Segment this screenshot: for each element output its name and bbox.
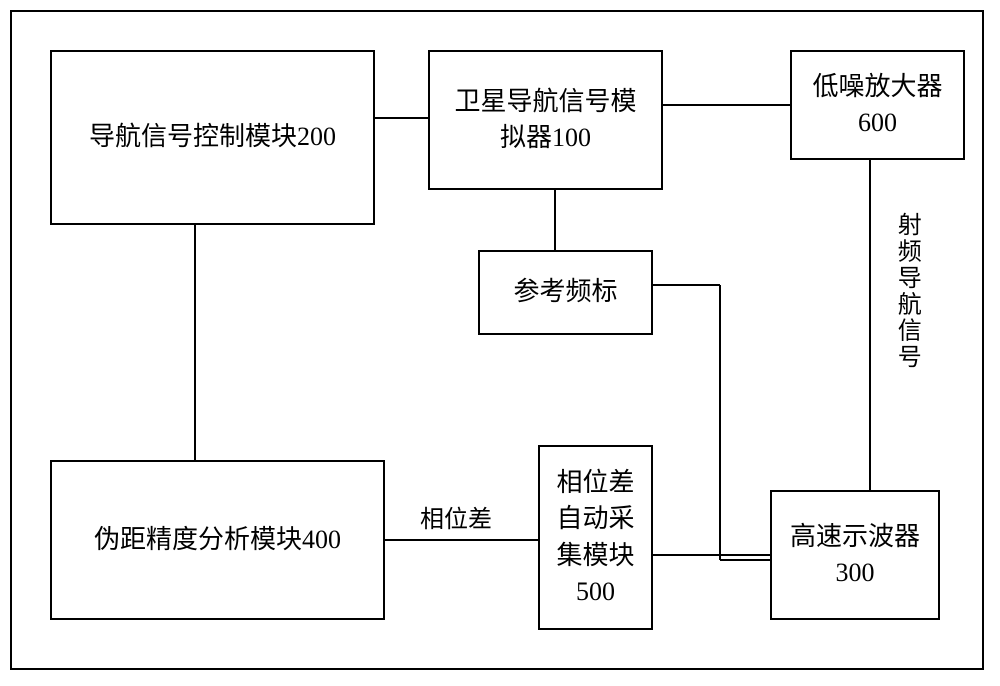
edge-segment	[720, 559, 770, 561]
node-label: 低噪放大器600	[812, 69, 942, 142]
edge-segment	[375, 117, 428, 119]
edge-segment	[869, 160, 871, 490]
node-n200: 导航信号控制模块200	[50, 50, 375, 225]
edge-segment	[719, 285, 721, 560]
node-label: 相位差自动采集模块500	[556, 465, 634, 611]
node-n400: 伪距精度分析模块400	[50, 460, 385, 620]
node-label: 卫星导航信号模拟器100	[454, 84, 636, 157]
edge-segment	[554, 190, 556, 250]
edge-segment	[653, 554, 770, 556]
edge-label: 射频导航信号	[890, 212, 921, 370]
node-label: 伪距精度分析模块400	[94, 522, 341, 558]
edge-segment	[385, 539, 538, 541]
node-nref: 参考频标	[478, 250, 653, 335]
edge-segment	[194, 225, 196, 460]
edge-segment	[653, 284, 720, 286]
node-n500: 相位差自动采集模块500	[538, 445, 653, 630]
node-label: 导航信号控制模块200	[89, 119, 336, 155]
node-n100: 卫星导航信号模拟器100	[428, 50, 663, 190]
node-n300: 高速示波器300	[770, 490, 940, 620]
edge-segment	[663, 104, 790, 106]
node-n600: 低噪放大器600	[790, 50, 965, 160]
diagram-canvas: 射频导航信号相位差 导航信号控制模块200 卫星导航信号模拟器100 低噪放大器600…	[0, 0, 1000, 686]
node-label: 参考频标	[513, 274, 617, 310]
edge-label: 相位差	[420, 505, 492, 536]
node-label: 高速示波器300	[790, 519, 920, 592]
